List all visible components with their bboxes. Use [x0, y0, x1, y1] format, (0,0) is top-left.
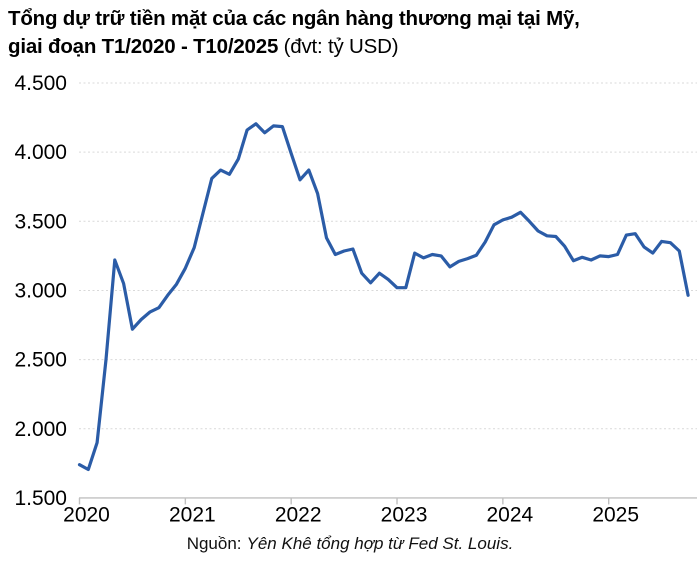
reserves-data-line — [77, 122, 690, 472]
y-axis-tick-label: 1.500 — [14, 487, 67, 510]
y-axis-tick-label: 3.000 — [14, 279, 67, 302]
x-axis-tick-label: 2022 — [275, 504, 322, 527]
y-axis-tick-label: 2.500 — [14, 349, 67, 372]
x-axis-tick-label: 2024 — [487, 504, 534, 527]
chart-title-line1: Tổng dự trữ tiền mặt của các ngân hàng t… — [8, 7, 580, 30]
chart-title-line2: giai đoạn T1/2020 - T10/2025 — [8, 35, 279, 58]
source-note: Nguồn: Yên Khê tổng hợp từ Fed St. Louis. — [0, 534, 700, 554]
source-text: Yên Khê tổng hợp từ Fed St. Louis. — [246, 534, 514, 553]
chart-unit-note: (đvt: tỷ USD) — [283, 35, 399, 58]
chart-title: Tổng dự trữ tiền mặt của các ngân hàng t… — [8, 5, 696, 61]
source-prefix: Nguồn: — [186, 534, 242, 553]
x-axis-tick-label: 2021 — [169, 504, 216, 527]
x-axis-tick-label: 2020 — [63, 504, 110, 527]
y-axis-tick-label: 3.500 — [14, 210, 67, 233]
y-axis-tick-label: 4.500 — [14, 72, 67, 95]
y-axis-tick-label: 4.000 — [14, 141, 67, 164]
y-axis-tick-label: 2.000 — [14, 418, 67, 441]
x-axis-tick-label: 2023 — [381, 504, 428, 527]
x-axis-tick-label: 2025 — [592, 504, 639, 527]
